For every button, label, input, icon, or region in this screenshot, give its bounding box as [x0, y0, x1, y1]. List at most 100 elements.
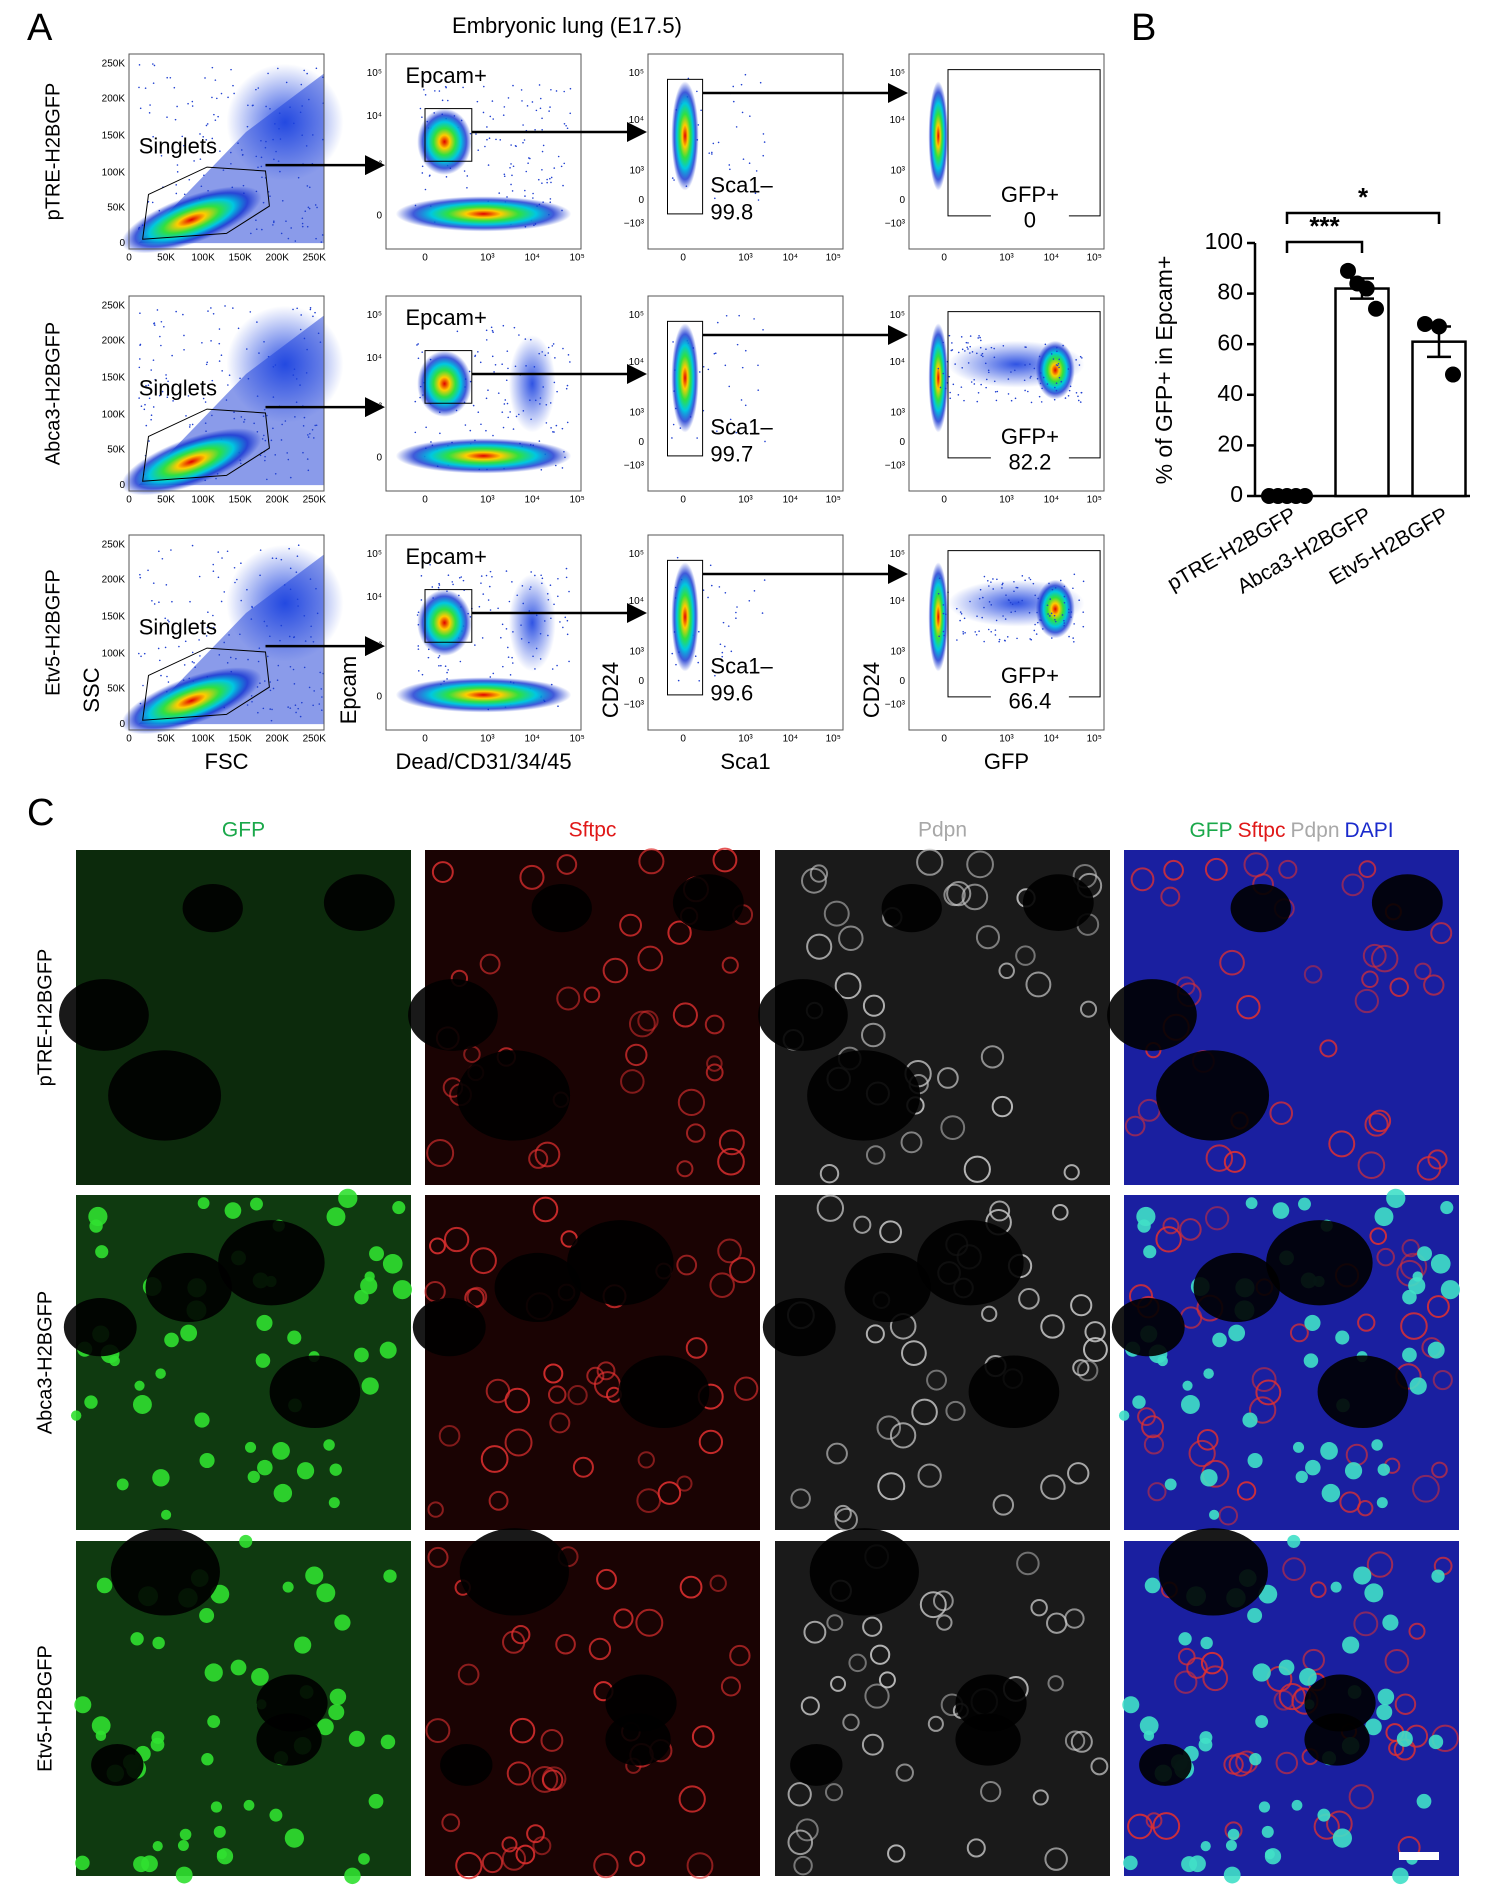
event: [992, 588, 995, 590]
cell-stain: [504, 1428, 533, 1457]
nucleus: [1353, 1566, 1372, 1585]
event: [1058, 376, 1061, 379]
lumen: [1193, 1252, 1280, 1323]
event: [949, 391, 951, 394]
event: [522, 124, 524, 126]
event: [736, 606, 738, 608]
nucleus: [269, 1808, 283, 1822]
event: [223, 591, 226, 593]
row-label: Abca3-H2BGFP: [34, 1291, 56, 1434]
gate-label: GFP+: [1001, 663, 1059, 688]
event: [736, 343, 739, 346]
event: [150, 628, 153, 631]
nucleus: [75, 1855, 90, 1871]
event: [492, 331, 494, 334]
event: [961, 348, 964, 351]
event: [1025, 346, 1027, 348]
event: [973, 378, 975, 381]
event: [1073, 640, 1075, 643]
event: [1004, 618, 1007, 620]
event: [152, 406, 155, 408]
event: [211, 137, 214, 140]
event: [568, 660, 570, 663]
nucleus: [1402, 1347, 1417, 1363]
density: [121, 428, 262, 496]
cell-stain: [927, 1715, 944, 1732]
event: [502, 426, 505, 429]
cell-stain: [676, 1254, 698, 1276]
cell-stain: [720, 1676, 741, 1697]
event: [184, 640, 187, 643]
x-tick-label: 0: [126, 253, 132, 264]
event: [984, 362, 987, 365]
lumen: [809, 1528, 919, 1616]
cell-stain: [438, 1424, 461, 1447]
gate: [424, 350, 473, 404]
y-tick-label: 0: [899, 195, 905, 206]
event: [158, 659, 161, 662]
cell-stain: [1401, 1239, 1420, 1258]
gate-label: Singlets: [139, 375, 217, 400]
cell-stain: [1076, 1359, 1099, 1382]
event: [438, 664, 440, 667]
event: [957, 351, 960, 354]
nucleus: [1199, 1731, 1213, 1744]
event: [1044, 343, 1047, 346]
event: [761, 612, 764, 614]
event: [697, 661, 700, 664]
cell-stain: [943, 883, 966, 907]
event: [307, 434, 309, 436]
event: [1014, 369, 1016, 372]
cell-stain: [916, 848, 944, 876]
event: [944, 387, 947, 390]
event: [1063, 601, 1066, 604]
event: [700, 109, 702, 112]
event: [269, 689, 272, 692]
cell-stain: [1384, 1648, 1410, 1674]
event: [203, 174, 205, 177]
micrograph: [408, 847, 760, 1185]
nucleus: [1408, 1277, 1426, 1295]
event: [959, 611, 962, 613]
event: [970, 381, 973, 383]
event: [484, 145, 486, 148]
event: [530, 571, 532, 573]
cell-stain: [1127, 1813, 1153, 1840]
nucleus: [1320, 1442, 1338, 1460]
density: [508, 335, 556, 433]
cell-stain: [685, 1337, 708, 1359]
event: [952, 383, 955, 386]
cell-stain: [887, 1844, 906, 1863]
event: [985, 378, 988, 381]
event: [510, 163, 512, 165]
event: [164, 646, 167, 649]
event: [169, 76, 172, 79]
plot-frame: [128, 295, 325, 492]
event: [466, 186, 468, 189]
cell-stain: [729, 1644, 751, 1667]
event: [1051, 588, 1054, 591]
event: [553, 431, 555, 433]
event: [963, 399, 965, 402]
event: [253, 422, 255, 425]
x-tick-label: 150K: [228, 253, 252, 264]
y-tick-label: 0: [376, 691, 382, 702]
x-tick-label: 150K: [228, 495, 252, 506]
nucleus: [1200, 1841, 1211, 1852]
cell-stain: [1044, 1847, 1068, 1871]
column-header: GFP: [222, 819, 265, 842]
gate-label: Singlets: [139, 614, 217, 639]
nucleus: [70, 1410, 82, 1421]
event: [569, 87, 572, 90]
x-tick-label: 10⁴: [783, 253, 798, 264]
x-tick-label: 10³: [738, 253, 753, 264]
x-tick-label: 10³: [480, 253, 495, 264]
lumen: [758, 979, 848, 1051]
cell-stain: [926, 1369, 948, 1391]
event: [1048, 582, 1050, 585]
event: [524, 189, 526, 192]
scale-bar: [1399, 1852, 1439, 1860]
event: [740, 83, 743, 86]
event: [549, 106, 551, 108]
lumen: [1266, 1220, 1373, 1306]
